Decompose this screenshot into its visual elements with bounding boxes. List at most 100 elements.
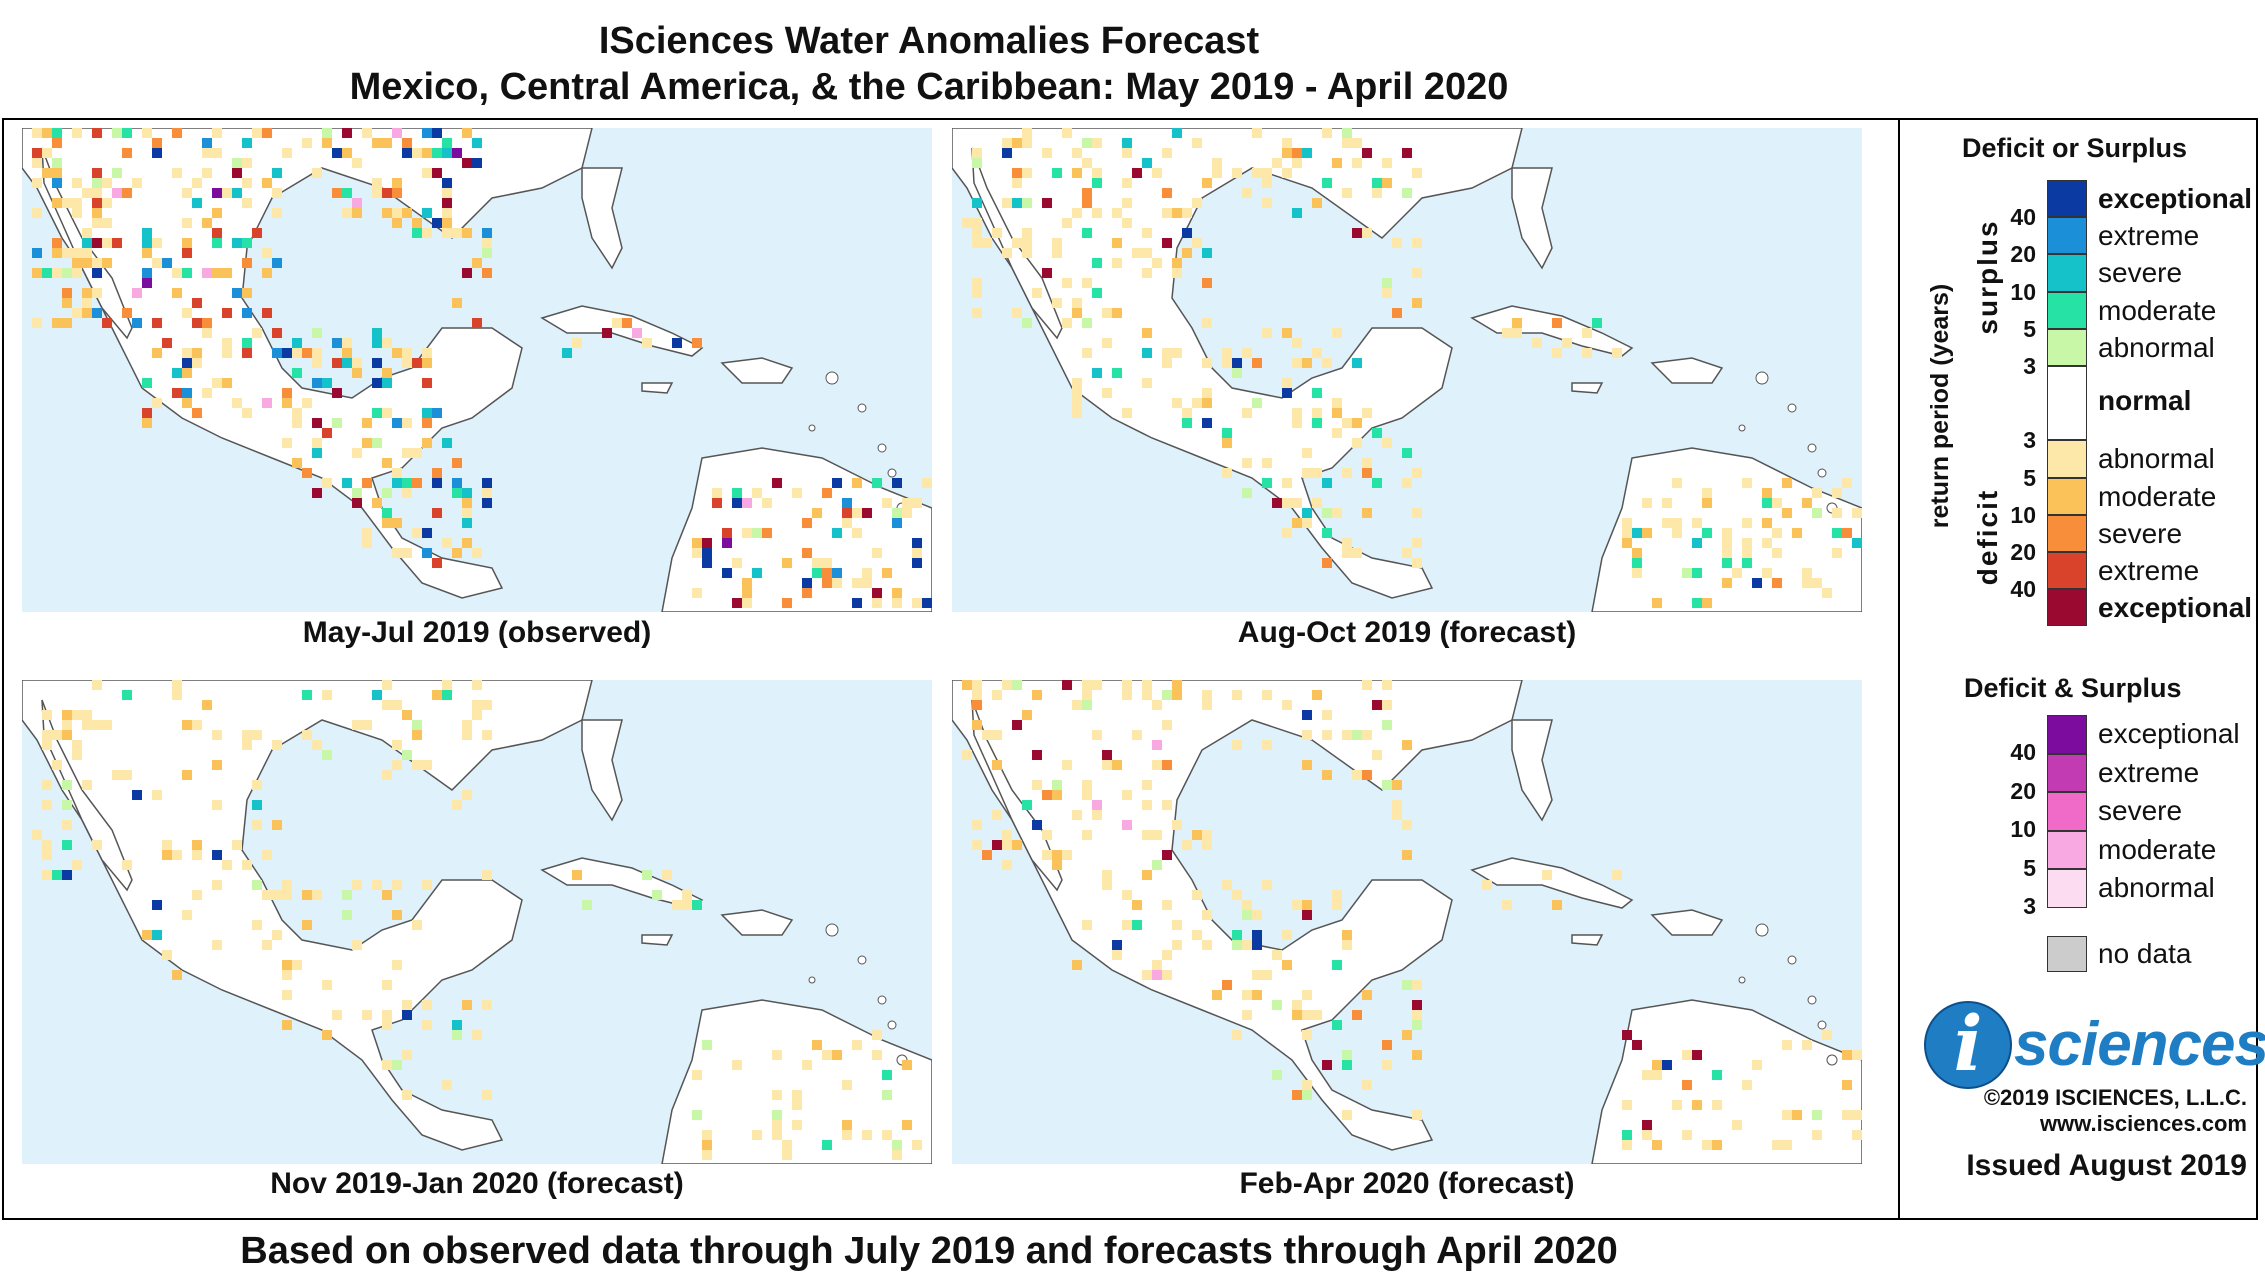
anomaly-cell bbox=[1842, 478, 1852, 488]
map-caption-nov-jan-2020: Nov 2019-Jan 2020 (forecast) bbox=[270, 1167, 684, 1200]
anomaly-cell bbox=[1142, 970, 1152, 980]
anomaly-cell bbox=[1402, 1030, 1412, 1040]
anomaly-cell bbox=[862, 568, 872, 578]
anomaly-cell bbox=[1322, 178, 1332, 188]
anomaly-cell bbox=[812, 1040, 822, 1050]
anomaly-cell bbox=[442, 208, 452, 218]
anomaly-cell bbox=[182, 268, 192, 278]
anomaly-cell bbox=[312, 488, 322, 498]
anomaly-cell bbox=[1082, 780, 1092, 790]
anomaly-cell bbox=[772, 1130, 782, 1140]
anomaly-cell bbox=[212, 188, 222, 198]
anomaly-cell bbox=[132, 318, 142, 328]
anomaly-cell bbox=[1052, 168, 1062, 178]
anomaly-cell bbox=[1252, 930, 1262, 940]
anomaly-cell bbox=[42, 840, 52, 850]
anomaly-cell bbox=[1802, 568, 1812, 578]
anomaly-cell bbox=[1122, 218, 1132, 228]
anomaly-cell bbox=[262, 268, 272, 278]
anomaly-cell bbox=[252, 800, 262, 810]
land-island bbox=[1738, 976, 1746, 984]
legend-swatch-surplus-abnormal bbox=[2047, 328, 2087, 366]
legend-label-both-exceptional: exceptional bbox=[2098, 718, 2240, 749]
anomaly-cell bbox=[1292, 518, 1302, 528]
anomaly-cell bbox=[182, 358, 192, 368]
anomaly-cell bbox=[482, 1090, 492, 1100]
anomaly-cell bbox=[402, 358, 412, 368]
anomaly-cell bbox=[1072, 810, 1082, 820]
legend-title-deficit-or-surplus: Deficit or Surplus bbox=[1962, 133, 2188, 163]
anomaly-cell bbox=[1062, 760, 1072, 770]
legend-swatch-both-moderate bbox=[2047, 830, 2087, 870]
anomaly-cell bbox=[1102, 750, 1112, 760]
anomaly-cell bbox=[1012, 720, 1022, 730]
land-island bbox=[1755, 923, 1769, 937]
anomaly-cell bbox=[272, 208, 282, 218]
anomaly-cell bbox=[322, 1030, 332, 1040]
anomaly-cell bbox=[252, 820, 262, 830]
land-baja bbox=[971, 699, 1063, 892]
land-cuba bbox=[540, 305, 704, 357]
anomaly-cell bbox=[402, 750, 412, 760]
anomaly-cell bbox=[1112, 238, 1122, 248]
anomaly-cell bbox=[1702, 1140, 1712, 1150]
legend-label-deficit-moderate: moderate bbox=[2098, 480, 2217, 512]
anomaly-cell bbox=[892, 518, 902, 528]
anomaly-cell bbox=[462, 228, 472, 238]
anomaly-cell bbox=[772, 1090, 782, 1100]
anomaly-cell bbox=[352, 368, 362, 378]
anomaly-cell bbox=[182, 308, 192, 318]
anomaly-cell bbox=[1262, 328, 1272, 338]
anomaly-cell bbox=[482, 870, 492, 880]
anomaly-cell bbox=[372, 188, 382, 198]
anomaly-cell bbox=[1072, 148, 1082, 158]
anomaly-cell bbox=[212, 268, 222, 278]
anomaly-cell bbox=[1012, 198, 1022, 208]
land-island bbox=[857, 955, 867, 965]
anomaly-cell bbox=[192, 890, 202, 900]
anomaly-cell bbox=[1112, 308, 1122, 318]
anomaly-cell bbox=[972, 288, 982, 298]
anomaly-cell bbox=[1232, 930, 1242, 940]
anomaly-cell bbox=[1112, 208, 1122, 218]
anomaly-cell bbox=[1152, 960, 1162, 970]
anomaly-cell bbox=[1082, 228, 1092, 238]
anomaly-cell bbox=[1222, 880, 1232, 890]
anomaly-cell bbox=[42, 730, 52, 740]
anomaly-cell bbox=[1252, 970, 1262, 980]
anomaly-cell bbox=[1072, 308, 1082, 318]
anomaly-cell bbox=[1012, 680, 1022, 690]
anomaly-cell bbox=[1282, 388, 1292, 398]
anomaly-cell bbox=[212, 378, 222, 388]
anomaly-cell bbox=[1282, 478, 1292, 488]
legend-swatch-both-abnormal bbox=[2047, 869, 2087, 908]
anomaly-cell bbox=[772, 1120, 782, 1130]
land-island bbox=[1826, 1054, 1838, 1066]
anomaly-cell bbox=[1362, 458, 1372, 468]
anomaly-cell bbox=[242, 740, 252, 750]
anomaly-cell bbox=[1412, 268, 1422, 278]
legend-tick-deficit: 20 bbox=[2010, 539, 2036, 565]
anomaly-cell bbox=[432, 558, 442, 568]
anomaly-cell bbox=[442, 690, 452, 700]
anomaly-cell bbox=[1832, 528, 1842, 538]
anomaly-cell bbox=[322, 980, 332, 990]
anomaly-cell bbox=[1152, 168, 1162, 178]
anomaly-cell bbox=[1652, 598, 1662, 608]
anomaly-cell bbox=[832, 578, 842, 588]
anomaly-cell bbox=[382, 700, 392, 710]
anomaly-cell bbox=[792, 488, 802, 498]
anomaly-cell bbox=[862, 1130, 872, 1140]
anomaly-cell bbox=[1092, 368, 1102, 378]
anomaly-cell bbox=[1162, 348, 1172, 358]
anomaly-cell bbox=[42, 740, 52, 750]
anomaly-cell bbox=[1202, 690, 1212, 700]
anomaly-cell bbox=[122, 860, 132, 870]
anomaly-cell bbox=[1012, 168, 1022, 178]
anomaly-cell bbox=[1002, 840, 1012, 850]
anomaly-cell bbox=[702, 1040, 712, 1050]
anomaly-cell bbox=[1402, 448, 1412, 458]
anomaly-cell bbox=[1282, 528, 1292, 538]
land-island bbox=[825, 923, 839, 937]
anomaly-cell bbox=[1052, 248, 1062, 258]
